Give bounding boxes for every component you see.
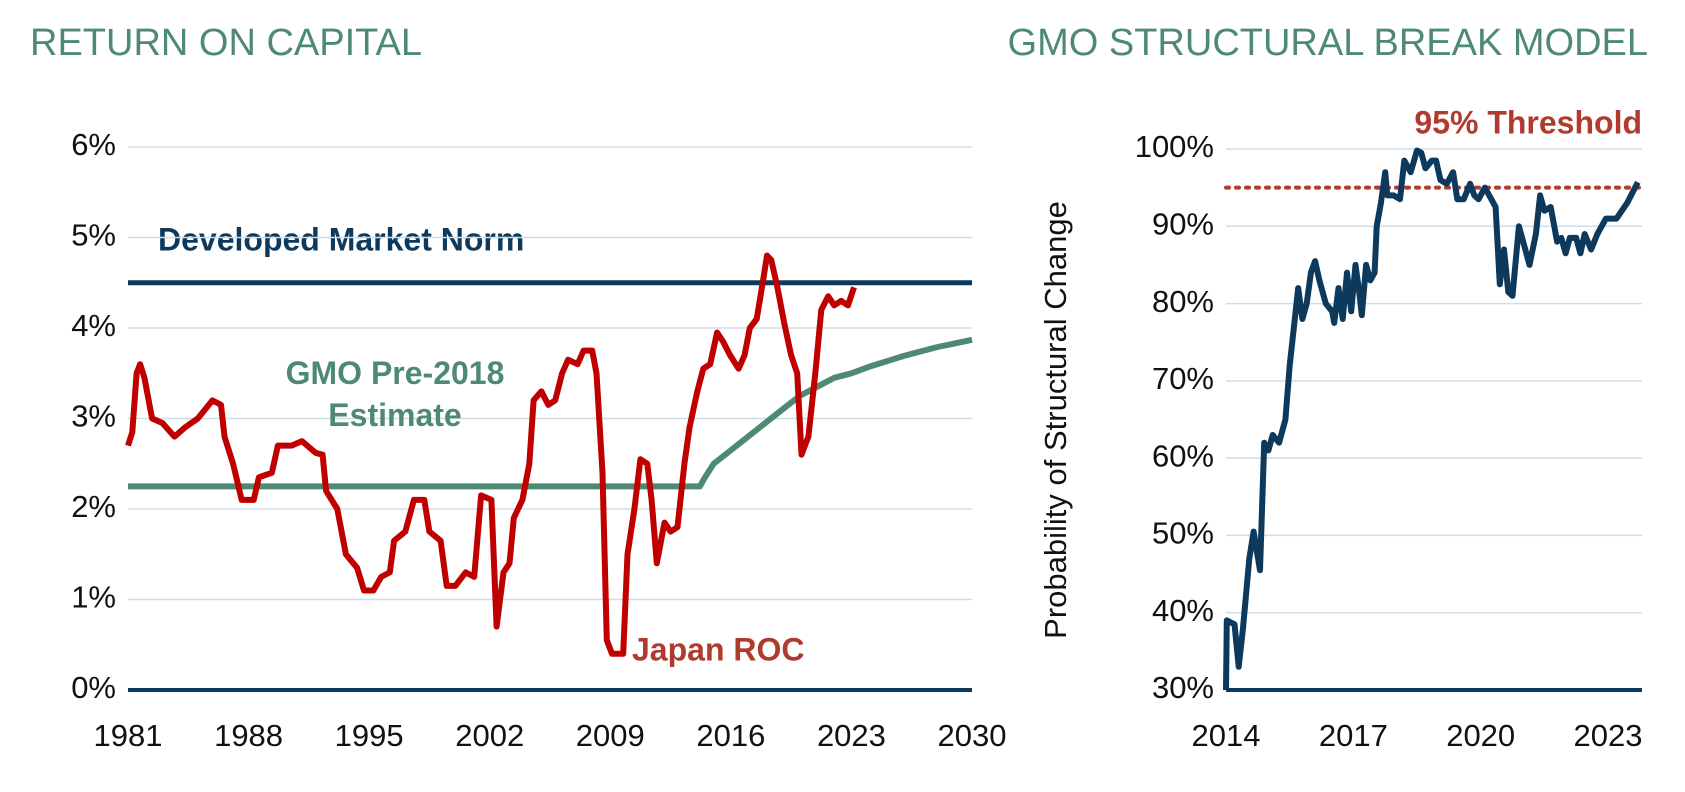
y-tick-label: 50% (1152, 516, 1214, 551)
x-tick-label: 2030 (938, 718, 1007, 753)
data-line (1223, 147, 1641, 691)
x-tick-label: 2014 (1192, 718, 1261, 753)
y-tick-label: 1% (71, 580, 116, 615)
y-tick-label: 70% (1152, 361, 1214, 396)
x-tick-label: 2002 (455, 718, 524, 753)
y-tick-label: 6% (71, 127, 116, 162)
chart-title: GMO STRUCTURAL BREAK MODEL (1008, 22, 1648, 64)
y-tick-label: 2% (71, 489, 116, 524)
y-axis-label: Probability of Structural Change (1038, 201, 1073, 639)
y-tick-label: 90% (1152, 206, 1214, 241)
x-tick-label: 2023 (817, 718, 886, 753)
y-tick-label: 5% (71, 218, 116, 253)
y-tick-label: 100% (1135, 129, 1214, 164)
series-label: Japan ROC (632, 631, 804, 667)
x-tick-label: 1981 (94, 718, 163, 753)
series-label: GMO Pre-2018 Estimate (285, 355, 505, 433)
x-tick-label: 2023 (1574, 718, 1643, 753)
x-tick-label: 2017 (1319, 718, 1388, 753)
data-line (128, 336, 973, 490)
y-tick-label: 60% (1152, 438, 1214, 473)
x-tick-label: 1995 (335, 718, 404, 753)
x-tick-label: 2009 (576, 718, 645, 753)
threshold-label: 95% Threshold (1414, 104, 1642, 140)
series-label: Developed Market Norm (158, 221, 524, 257)
x-tick-label: 2020 (1446, 718, 1515, 753)
y-tick-label: 30% (1152, 670, 1214, 705)
x-tick-label: 2016 (696, 718, 765, 753)
x-tick-label: 1988 (214, 718, 283, 753)
data-line (125, 252, 857, 657)
y-tick-label: 3% (71, 399, 116, 434)
y-tick-label: 40% (1152, 593, 1214, 628)
y-tick-label: 4% (71, 308, 116, 343)
y-tick-label: 80% (1152, 284, 1214, 319)
chart-title: RETURN ON CAPITAL (30, 22, 422, 64)
y-tick-label: 0% (71, 670, 116, 705)
